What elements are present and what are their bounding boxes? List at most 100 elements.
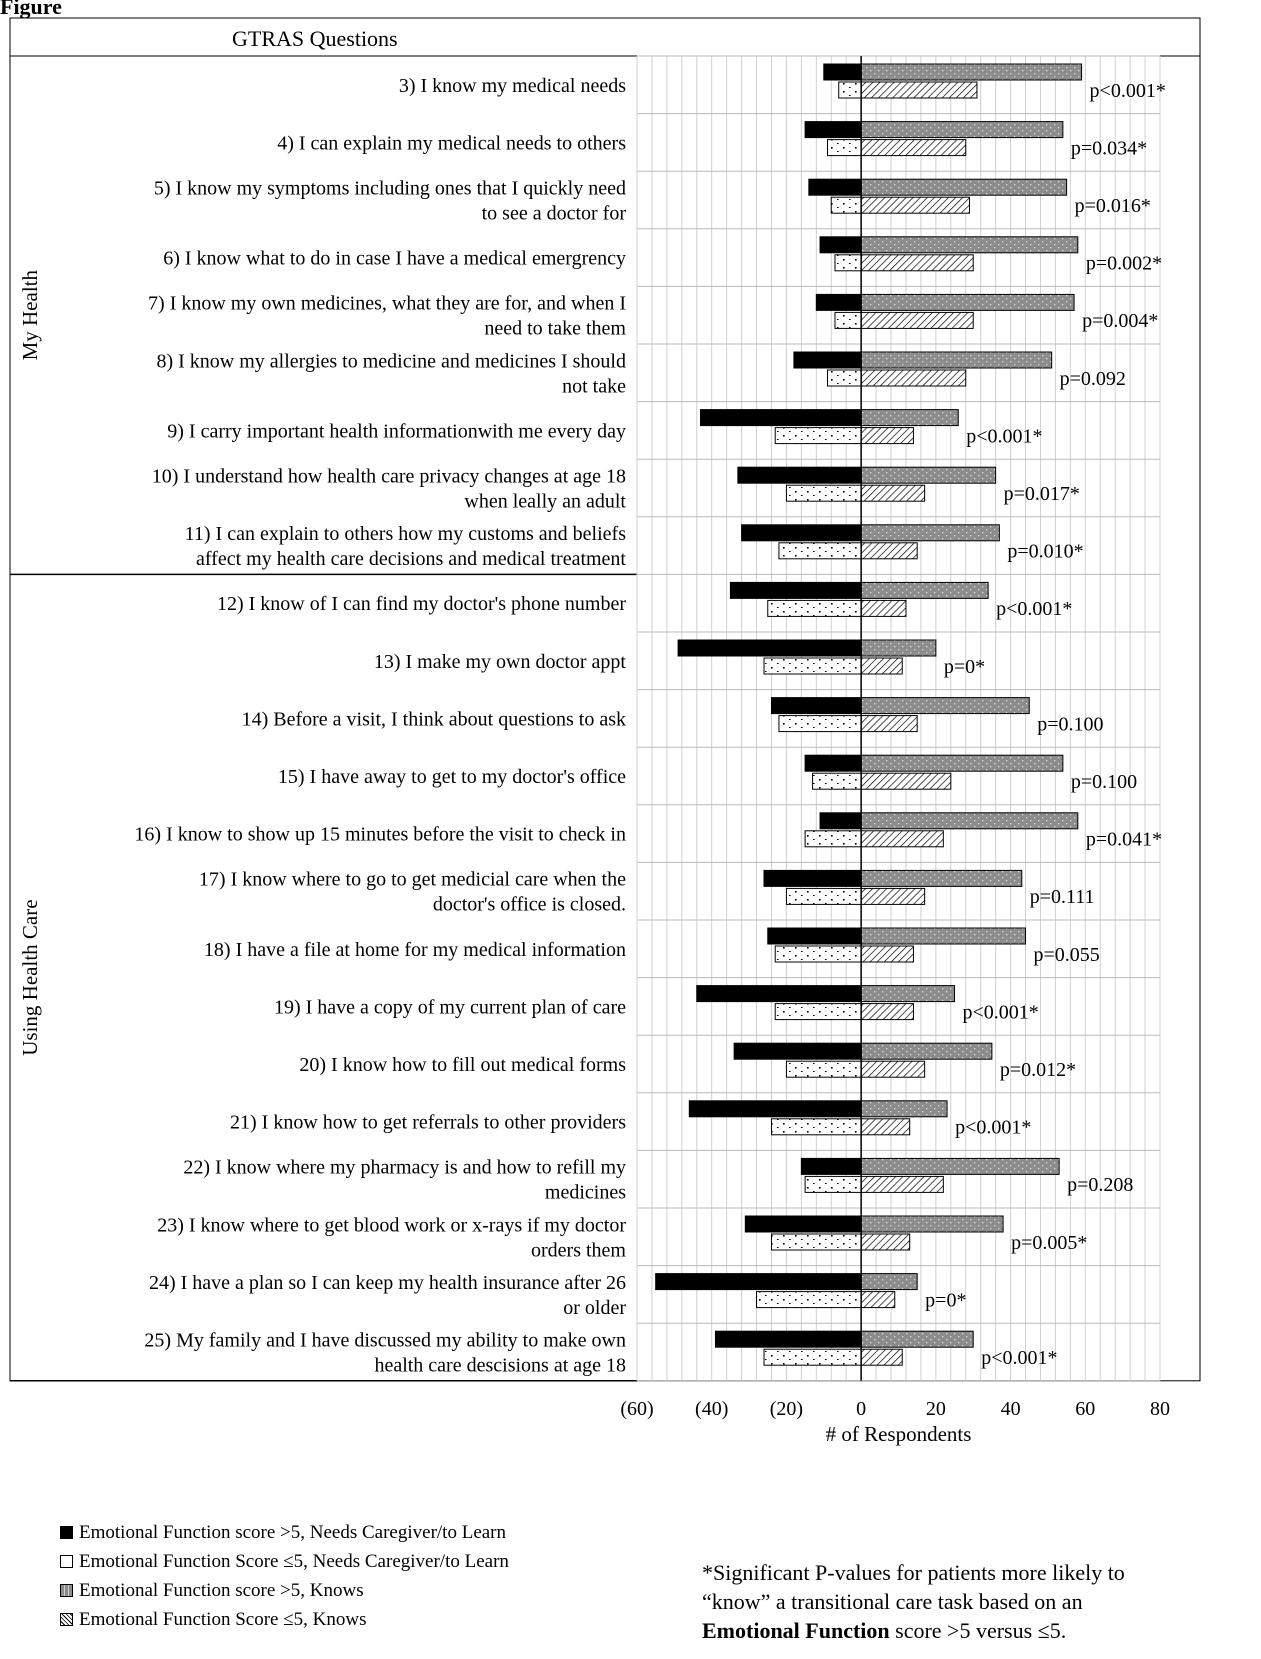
legend-swatch [60,1526,73,1539]
bar-ef-gt5-needs [700,409,862,427]
x-tick-label: 60 [1075,1398,1095,1420]
p-value-label: p=0.092 [1060,368,1126,390]
p-value-label: p=0.004* [1082,310,1158,332]
p-value-label: p=0.055 [1034,944,1100,966]
bar-ef-gt5-knows [860,236,1079,254]
p-value-label: p<0.001* [966,425,1042,447]
bar-ef-le5-needs [770,1233,862,1251]
legend-item-ef-gt5-needs: Emotional Function score >5, Needs Careg… [60,1518,509,1547]
bar-ef-le5-knows [860,369,967,387]
bar-ef-gt5-knows [860,409,959,427]
bar-ef-le5-knows [860,887,926,905]
bar-ef-le5-needs [804,1175,862,1193]
p-value-label: p=0* [925,1289,966,1311]
x-tick-label: 80 [1150,1398,1170,1420]
bar-ef-gt5-needs [729,581,862,599]
question-label: 10) I understand how health care privacy… [152,466,626,488]
bar-ef-gt5-knows [860,466,997,484]
bar-ef-gt5-knows [860,581,989,599]
bar-ef-le5-knows [860,1175,944,1193]
bar-ef-gt5-needs [823,63,862,81]
bar-ef-le5-needs [763,657,862,675]
p-value-label: p=0.012* [1000,1059,1076,1081]
bar-ef-gt5-needs [655,1273,862,1291]
question-label: 8) I know my allergies to medicine and m… [156,350,626,372]
bar-ef-gt5-needs [800,1157,862,1175]
group-label: Using Health Care [18,899,42,1055]
legend-label: Emotional Function Score ≤5, Needs Careg… [79,1551,509,1572]
p-value-label: p=0* [944,656,985,678]
bar-ef-le5-needs [804,830,862,848]
p-value-label: p=0.208 [1067,1174,1133,1196]
bar-ef-le5-needs [827,139,862,157]
question-label: or older [563,1297,626,1319]
x-tick-label: (20) [770,1398,803,1420]
bar-ef-gt5-knows [860,754,1064,772]
footnote-bold: Emotional Function [702,1618,890,1643]
question-label: medicines [545,1182,626,1204]
bar-ef-le5-needs [785,484,862,502]
bar-ef-gt5-needs [804,121,862,139]
bar-ef-le5-knows [860,1291,896,1309]
footnote-rest: score >5 versus ≤5. [895,1618,1067,1643]
bar-ef-gt5-knows [860,1157,1060,1175]
bar-ef-le5-needs [774,945,862,963]
question-label: 16) I know to show up 15 minutes before … [134,824,626,846]
p-value-label: p=0.041* [1086,829,1162,851]
question-label: affect my health care decisions and medi… [196,548,626,570]
p-value-label: p=0.002* [1086,253,1162,275]
question-label: 24) I have a plan so I can keep my healt… [149,1272,626,1294]
question-label: orders them [531,1239,626,1261]
bar-ef-le5-knows [860,830,944,848]
bar-ef-gt5-knows [860,121,1064,139]
bar-ef-gt5-knows [860,1273,918,1291]
bar-ef-le5-knows [860,599,907,617]
bar-ef-le5-knows [860,254,974,272]
bar-ef-le5-knows [860,772,952,790]
bar-ef-gt5-knows [860,1042,993,1060]
bar-ef-le5-needs [785,1060,862,1078]
p-value-label: p=0.010* [1007,541,1083,563]
bar-ef-le5-knows [860,311,974,329]
x-axis-label: # of Respondents [826,1422,972,1446]
question-label: 7) I know my own medicines, what they ar… [148,293,626,315]
p-value-label: p=0.100 [1071,771,1137,793]
bar-ef-le5-knows [860,542,918,560]
legend-swatch [60,1584,73,1597]
bar-ef-le5-knows [860,81,978,99]
question-label: to see a doctor for [482,203,627,225]
bar-ef-gt5-needs [819,812,862,830]
question-label: 23) I know where to get blood work or x-… [157,1214,626,1236]
question-label: 12) I know of I can find my doctor's pho… [217,593,626,615]
bar-ef-le5-knows [860,1233,911,1251]
footnote-line-3: Emotional Function score >5 versus ≤5. [702,1616,1242,1645]
question-label: 22) I know where my pharmacy is and how … [183,1157,626,1179]
p-value-label: p<0.001* [996,598,1072,620]
x-tick-label: 40 [1001,1398,1021,1420]
bar-ef-gt5-needs [677,639,862,657]
bar-ef-le5-knows [860,139,967,157]
legend-label: Emotional Function score >5, Needs Careg… [79,1522,507,1543]
x-tick-label: (40) [695,1398,728,1420]
question-label: 15) I have away to get to my doctor's of… [278,766,626,788]
bar-ef-gt5-needs [714,1330,862,1348]
question-label: when leally an adult [464,491,626,513]
legend-item-ef-le5-needs: Emotional Function Score ≤5, Needs Careg… [60,1547,509,1576]
legend-item-ef-le5-knows: Emotional Function Score ≤5, Knows [60,1605,509,1634]
bar-ef-le5-knows [860,1348,903,1366]
legend-label: Emotional Function Score ≤5, Knows [79,1609,367,1630]
p-value-label: p=0.034* [1071,137,1147,159]
bar-ef-gt5-needs [767,927,862,945]
question-label: 5) I know my symptoms including ones tha… [154,178,626,200]
p-value-label: p=0.005* [1011,1232,1087,1254]
p-value-label: p<0.001* [981,1347,1057,1369]
bar-ef-le5-needs [767,599,862,617]
p-value-label: p<0.001* [955,1117,1031,1139]
bar-ef-le5-needs [778,715,862,733]
bar-ef-le5-knows [860,1003,914,1021]
p-value-label: p<0.001* [1090,80,1166,102]
bar-ef-gt5-knows [860,812,1079,830]
bar-ef-gt5-knows [860,1100,948,1118]
bar-ef-gt5-needs [737,466,862,484]
